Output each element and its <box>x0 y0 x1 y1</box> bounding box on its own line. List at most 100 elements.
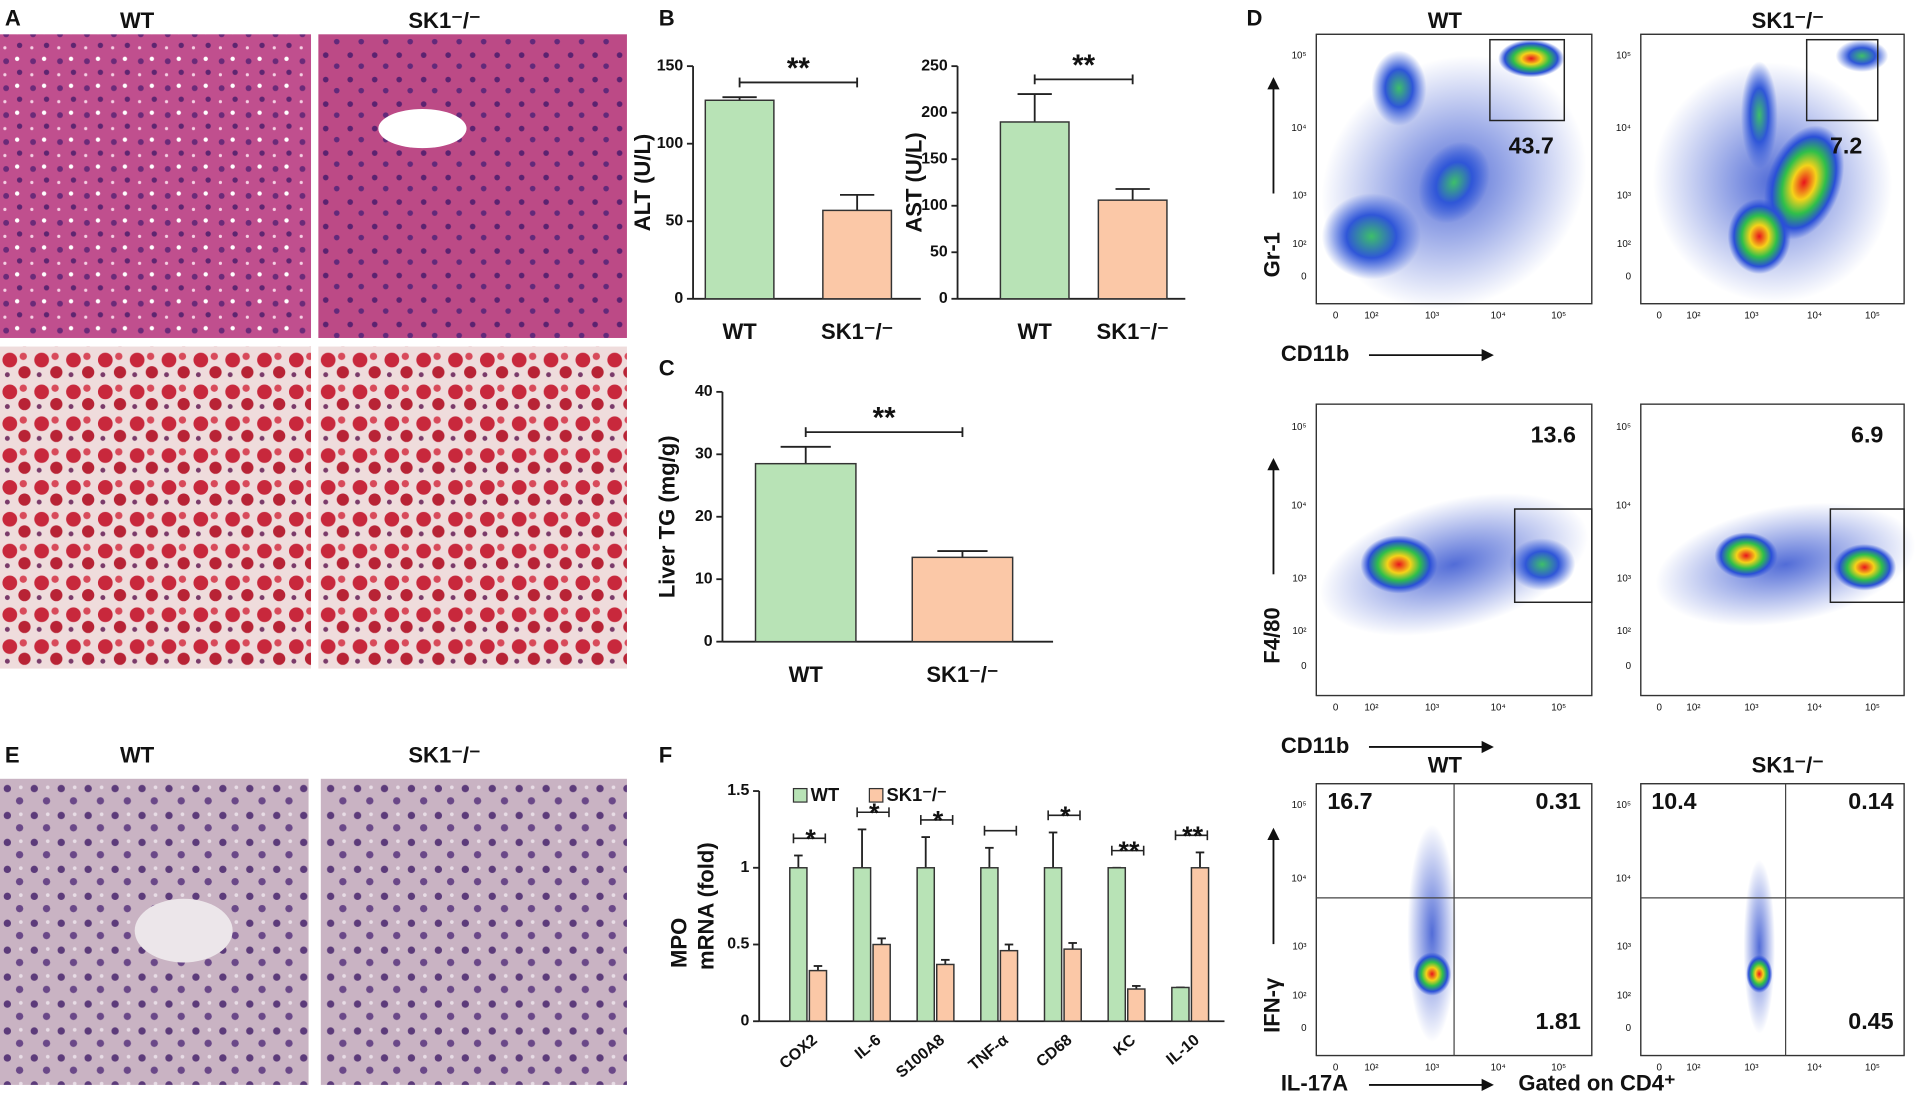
flow-density <box>1321 193 1422 280</box>
flow-tick-label: 10⁵ <box>1551 311 1566 322</box>
flow-density <box>1740 61 1778 169</box>
flow-tick-label: 10² <box>1364 311 1379 322</box>
y-tick-label: 50 <box>666 212 684 229</box>
y-tick-label: 0 <box>741 1012 750 1029</box>
panel-label: A <box>5 5 21 30</box>
column-label: WT <box>1428 752 1463 777</box>
flow-tick-label: 10⁵ <box>1292 50 1307 61</box>
flow-tick-label: 10³ <box>1292 941 1307 952</box>
y-tick-label: 200 <box>921 104 948 121</box>
flow-density <box>1833 543 1897 591</box>
x-tick-label: SK1⁻/⁻ <box>1097 319 1169 344</box>
y-tick-label: 150 <box>657 57 684 74</box>
axis-label: CD11b <box>1281 733 1350 758</box>
y-axis-label: Liver TG (mg/g) <box>654 435 679 598</box>
bar <box>911 556 1014 643</box>
flow-tick-label: 10² <box>1292 626 1307 637</box>
significance-label: ** <box>1182 821 1203 851</box>
x-tick-label: COX2 <box>777 1032 821 1073</box>
quadrant-value: 0.45 <box>1848 1008 1893 1034</box>
flow-density <box>1655 502 1916 627</box>
arrow-head <box>1267 77 1280 90</box>
x-tick-label: TNF-α <box>966 1032 1012 1075</box>
significance-label: ** <box>787 52 810 85</box>
x-tick-label: WT <box>722 319 757 344</box>
quadrant-value: 0.14 <box>1848 788 1893 814</box>
flow-tick-label: 10⁴ <box>1807 702 1822 713</box>
flow-plot-border <box>1640 783 1905 1057</box>
bar <box>1171 986 1190 1022</box>
gate <box>1829 508 1905 604</box>
flow-tick-label: 10⁵ <box>1616 50 1631 61</box>
flow-density <box>1319 492 1589 636</box>
y-tick-label: 0 <box>939 290 948 307</box>
x-tick-label: WT <box>789 662 824 687</box>
axis-label: Gr-1 <box>1259 232 1284 277</box>
quadrant-value: 16.7 <box>1327 788 1372 814</box>
y-tick-label: 100 <box>657 135 684 152</box>
bar <box>999 949 1019 1022</box>
flow-tick-label: 10⁵ <box>1865 311 1880 322</box>
flow-tick-label: 10⁵ <box>1551 1062 1566 1073</box>
significance-label: * <box>933 805 944 835</box>
flow-tick-label: 10³ <box>1292 191 1307 202</box>
flow-density <box>1714 532 1778 579</box>
panel-label: E <box>5 743 20 768</box>
significance-label: ** <box>873 402 896 435</box>
axis-label: IL-17A <box>1281 1071 1348 1096</box>
gate-value: 13.6 <box>1531 421 1576 447</box>
y-tick-label: 1 <box>741 859 750 876</box>
y-axis-label: mRNA (fold) <box>694 842 719 970</box>
bar <box>872 943 891 1022</box>
flow-tick-label: 10³ <box>1292 574 1307 585</box>
vessel <box>378 109 467 149</box>
x-tick-label: CD68 <box>1033 1032 1075 1071</box>
gate <box>1805 38 1879 122</box>
significance-label: * <box>1060 801 1071 831</box>
flow-tick-label: 10⁵ <box>1292 422 1307 433</box>
y-tick-label: 0.5 <box>727 936 749 953</box>
oil-red-image <box>0 346 312 669</box>
flow-density <box>1727 198 1791 275</box>
flow-tick-label: 10³ <box>1617 941 1632 952</box>
quadrant-value: 10.4 <box>1651 788 1696 814</box>
y-tick-label: 250 <box>921 57 948 74</box>
oil-red-image <box>318 346 627 669</box>
flow-tick-label: 0 <box>1626 271 1632 282</box>
gate-value: 7.2 <box>1830 133 1862 159</box>
axis-label: CD11b <box>1281 341 1350 366</box>
flow-tick-label: 0 <box>1333 1062 1339 1073</box>
bar <box>1107 867 1127 1022</box>
bar <box>1043 867 1063 1022</box>
arrow-head <box>1481 349 1494 362</box>
significance-label: * <box>805 824 816 854</box>
column-label: WT <box>1428 8 1463 33</box>
flow-tick-label: 0 <box>1301 661 1307 672</box>
flow-tick-label: 0 <box>1657 702 1663 713</box>
flow-tick-label: 10⁴ <box>1616 501 1631 512</box>
flow-density <box>1835 39 1889 73</box>
flow-tick-label: 10⁵ <box>1616 422 1631 433</box>
flow-tick-label: 10² <box>1686 1062 1701 1073</box>
bar <box>789 867 808 1022</box>
bar <box>936 963 955 1022</box>
vessel <box>134 898 233 963</box>
flow-tick-label: 10³ <box>1744 311 1759 322</box>
flow-tick-label: 10⁴ <box>1491 311 1506 322</box>
quadrant-value: 0.31 <box>1536 788 1581 814</box>
arrow-head <box>1267 827 1280 841</box>
flow-tick-label: 10⁴ <box>1491 702 1506 713</box>
flow-density <box>1418 141 1490 224</box>
column-label: WT <box>120 743 155 768</box>
histology-image <box>0 34 312 338</box>
x-tick-label: KC <box>1111 1031 1140 1059</box>
flow-tick-label: 10³ <box>1617 574 1632 585</box>
panel-label: C <box>659 356 675 381</box>
x-tick-label: S100A8 <box>893 1032 948 1082</box>
flow-tick-label: 0 <box>1301 1023 1307 1034</box>
flow-tick-label: 10² <box>1617 626 1632 637</box>
bar <box>754 462 857 643</box>
significance-label: ** <box>1118 836 1139 866</box>
flow-density <box>1360 535 1438 594</box>
